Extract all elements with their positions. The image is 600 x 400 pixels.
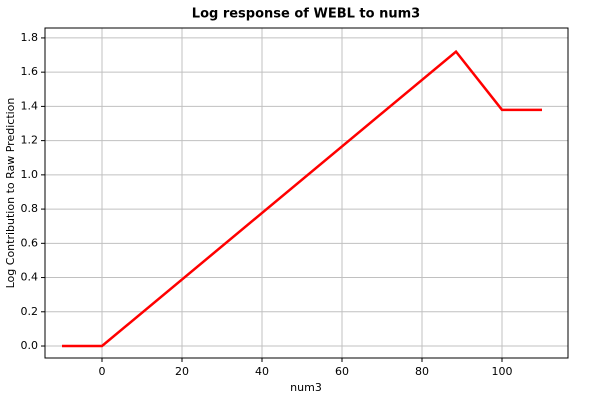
x-tick-label: 80 [415, 365, 429, 378]
x-tick-label: 20 [175, 365, 189, 378]
x-tick-label: 0 [99, 365, 106, 378]
y-tick-label: 0.4 [21, 271, 39, 284]
y-tick-label: 0.6 [21, 236, 39, 249]
x-axis-label: num3 [290, 381, 322, 394]
x-tick-label: 100 [492, 365, 513, 378]
y-tick-label: 1.2 [21, 134, 39, 147]
y-axis-label: Log Contribution to Raw Prediction [4, 98, 17, 289]
x-tick-label: 60 [335, 365, 349, 378]
y-tick-label: 0.2 [21, 305, 39, 318]
y-tick-label: 1.0 [21, 168, 39, 181]
y-tick-label: 1.6 [21, 65, 39, 78]
plot-frame [44, 27, 569, 359]
y-tick-label: 0.0 [21, 339, 39, 352]
x-tick-label: 40 [255, 365, 269, 378]
y-tick-label: 0.8 [21, 202, 39, 215]
data-line [62, 49, 542, 348]
y-tick-label: 1.8 [21, 31, 39, 44]
chart-title: Log response of WEBL to num3 [192, 7, 420, 22]
y-tick-label: 1.4 [21, 99, 39, 112]
